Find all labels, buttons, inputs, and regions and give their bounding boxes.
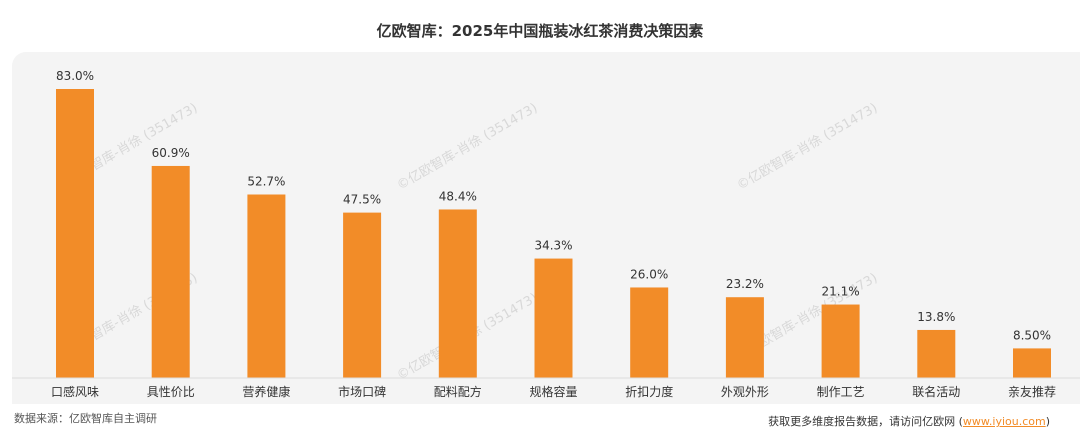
bar-10 — [1013, 348, 1051, 378]
category-labels-group: 口感风味 具性价比 营养健康 市场口碑 配料配方 规格容量 折扣力度 外观外形 制作工艺 联名活动… — [51, 384, 1056, 399]
more-data-prefix: 获取更多维度报告数据，请访问亿欧网 ( — [768, 415, 963, 428]
value-label-8: 21.1% — [822, 285, 860, 299]
value-label-2: 52.7% — [247, 175, 285, 189]
category-label-0: 口感风味 — [51, 384, 99, 399]
value-label-5: 34.3% — [534, 239, 572, 253]
value-label-3: 47.5% — [343, 193, 381, 207]
category-label-10: 亲友推荐 — [1008, 385, 1056, 399]
bar-5 — [534, 258, 573, 378]
bars-group — [56, 89, 1051, 378]
bar-8 — [821, 304, 860, 378]
category-label-2: 营养健康 — [242, 384, 290, 399]
category-label-4: 配料配方 — [434, 384, 482, 399]
bar-4 — [438, 209, 477, 378]
value-labels-group: 83.0% 60.9% 52.7% 47.5% 48.4% 34.3% 26.0% 23.2%… — [56, 69, 1051, 342]
value-label-6: 26.0% — [630, 267, 668, 281]
source-note: 数据来源：亿欧智库自主调研 — [14, 412, 157, 425]
value-label-7: 23.2% — [726, 277, 764, 291]
bar-1 — [151, 165, 190, 378]
category-label-3: 市场口碑 — [338, 384, 386, 399]
watermark-1: ©亿欧智库-肖徐 (351473) — [394, 100, 540, 194]
bar-2 — [247, 194, 286, 378]
category-label-6: 折扣力度 — [625, 384, 673, 399]
value-label-10: 8.50% — [1013, 328, 1051, 342]
value-label-9: 13.8% — [917, 310, 955, 324]
bar-7 — [725, 297, 764, 378]
bar-6 — [630, 287, 669, 378]
category-label-5: 规格容量 — [529, 384, 577, 399]
bar-9 — [917, 329, 956, 378]
iyiou-link[interactable]: www.iyiou.com — [962, 415, 1046, 428]
chart-title: 亿欧智库：2025年中国瓶装冰红茶消费决策因素 — [376, 22, 704, 40]
more-data-note: 获取更多维度报告数据，请访问亿欧网 (www.iyiou.com) — [768, 413, 1050, 429]
category-label-8: 制作工艺 — [817, 385, 865, 399]
category-label-9: 联名活动 — [912, 384, 960, 399]
bar-3 — [343, 212, 382, 378]
value-label-1: 60.9% — [152, 146, 190, 160]
bar-0 — [56, 89, 94, 378]
more-data-suffix: ) — [1045, 415, 1050, 428]
category-label-7: 外观外形 — [721, 385, 769, 399]
watermark-2: ©亿欧智库-肖徐 (351473) — [734, 100, 880, 194]
value-label-0: 83.0% — [56, 69, 94, 83]
value-label-4: 48.4% — [439, 189, 477, 203]
category-label-1: 具性价比 — [147, 385, 195, 399]
